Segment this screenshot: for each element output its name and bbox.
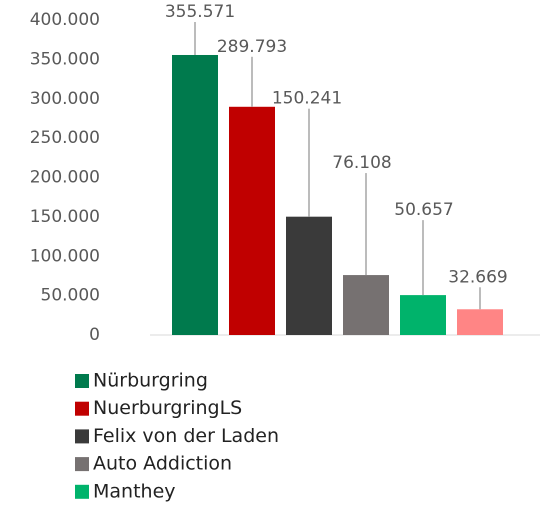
y-tick-label: 300.000 bbox=[30, 89, 100, 109]
legend-label: Manthey bbox=[93, 480, 176, 502]
y-tick-label: 100.000 bbox=[30, 246, 100, 266]
legend-swatch bbox=[75, 374, 89, 388]
legend-label: Felix von der Laden bbox=[93, 425, 279, 447]
value-label: 355.571 bbox=[165, 2, 235, 22]
y-tick-label: 50.000 bbox=[41, 286, 100, 306]
y-tick-label: 0 bbox=[89, 325, 100, 345]
value-label: 50.657 bbox=[394, 200, 453, 220]
bar bbox=[172, 54, 218, 335]
bar bbox=[400, 295, 446, 335]
bar bbox=[229, 106, 275, 335]
legend-label: NuerburgringLS bbox=[93, 397, 242, 419]
legend-swatch bbox=[75, 457, 89, 472]
y-tick-label: 350.000 bbox=[30, 49, 100, 69]
y-tick-label: 250.000 bbox=[30, 128, 100, 148]
legend-label: Nürburgring bbox=[93, 370, 208, 392]
value-label: 150.241 bbox=[272, 89, 342, 109]
y-tick-label: 400.000 bbox=[30, 10, 100, 30]
value-label: 32.669 bbox=[448, 267, 507, 287]
legend-swatch bbox=[75, 429, 89, 444]
y-tick-label: 200.000 bbox=[30, 168, 100, 188]
bar bbox=[286, 216, 332, 335]
value-label: 289.793 bbox=[217, 37, 287, 57]
y-tick-label: 150.000 bbox=[30, 207, 100, 227]
legend-label: Auto Addiction bbox=[93, 453, 232, 475]
legend-swatch bbox=[75, 401, 89, 416]
legend-swatch bbox=[75, 484, 89, 499]
bar bbox=[343, 275, 389, 335]
bar bbox=[457, 309, 503, 335]
value-label: 76.108 bbox=[332, 153, 391, 173]
